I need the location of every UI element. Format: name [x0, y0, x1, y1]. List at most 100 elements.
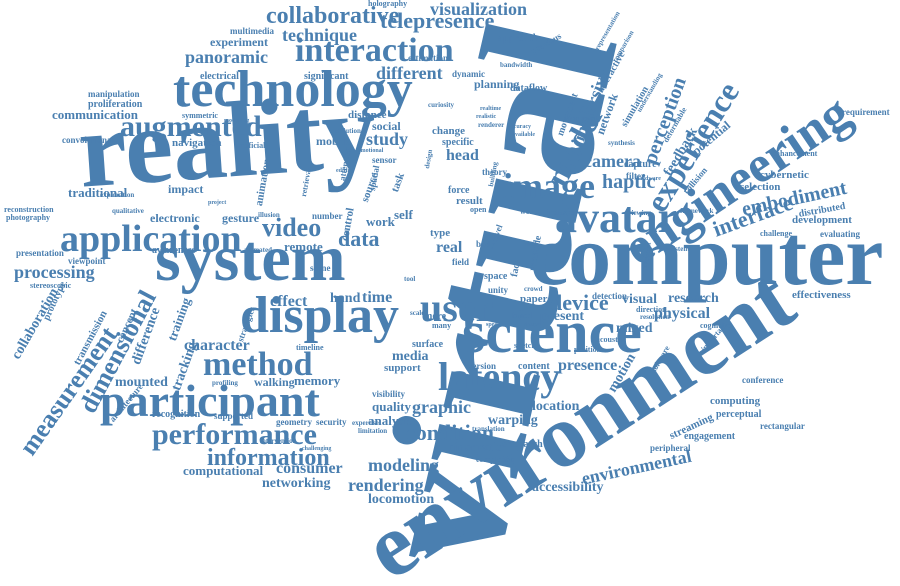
word-time: time: [362, 289, 393, 306]
word-experimental: experimental: [564, 116, 598, 122]
word-navigation: navigation: [172, 137, 222, 149]
word-locomotion: locomotion: [368, 492, 435, 507]
word-photography: photography: [6, 213, 51, 222]
word-presentation: presentation: [16, 248, 64, 258]
word-planning: planning: [474, 77, 520, 91]
word-filter: filter: [626, 171, 645, 181]
word-processing: processing: [14, 262, 95, 282]
word-artificial: artificial: [236, 141, 266, 150]
word-video: video: [262, 213, 322, 242]
word-visual: visual: [622, 292, 658, 307]
word-acoustic: acoustic: [596, 335, 624, 344]
word-conference: conference: [742, 375, 784, 385]
word-computer: computer: [530, 207, 884, 303]
word-result: result: [456, 195, 483, 207]
word-electronic: electronic: [150, 211, 200, 225]
word-supported: supported: [214, 411, 254, 421]
word-cognitive: cognitive: [700, 321, 731, 330]
word-surface: surface: [412, 339, 444, 350]
word-walking: walking: [254, 375, 295, 389]
word-curiosity: curiosity: [428, 101, 455, 109]
word-modelling: modelling: [224, 118, 250, 124]
word-enhancement: enhancement: [772, 149, 818, 158]
word-modeling: modeling: [368, 455, 440, 475]
word-detection: detection: [592, 291, 627, 301]
word-resolution: resolution: [640, 313, 670, 321]
word-engagement: engagement: [684, 431, 736, 442]
word-social: social: [372, 119, 401, 133]
word-position: position: [574, 345, 602, 354]
word-pollution: pollution: [334, 127, 361, 135]
word-theory: theory: [482, 167, 507, 177]
word-project: project: [208, 200, 227, 206]
word-consumer: consumer: [276, 460, 343, 477]
word-open: open: [470, 205, 487, 214]
word-analysis: analysis: [368, 413, 413, 428]
word-data: data: [338, 226, 380, 251]
word-distance: distance: [348, 109, 387, 121]
word-collaborative: collaborative: [266, 3, 400, 29]
word-computing: computing: [710, 395, 761, 407]
word-display: display: [240, 287, 399, 344]
word-application: application: [60, 218, 242, 260]
word-communication: communication: [52, 107, 138, 122]
word-field: field: [452, 257, 469, 267]
word-awareness: awareness: [152, 245, 196, 256]
word-animated: animated: [244, 246, 272, 254]
word-more: more: [424, 311, 447, 322]
word-proliferation: proliferation: [88, 99, 143, 110]
word-study: study: [366, 129, 409, 149]
word-device: device: [550, 290, 609, 315]
word-presence: presence: [558, 357, 618, 374]
word-exploration: exploration: [100, 191, 135, 199]
word-expertise: expertise: [352, 419, 379, 427]
word-dataflow: dataflow: [510, 83, 548, 94]
word-type: type: [430, 227, 451, 239]
word-visibility: visibility: [372, 389, 406, 399]
word-sketch: sketch: [514, 341, 536, 350]
word-limitation: limitation: [358, 427, 388, 435]
word-user: user: [420, 285, 494, 330]
word-challenge: challenge: [760, 229, 792, 238]
word-geometry: geometry: [276, 417, 312, 427]
word-accessibility: accessibility: [532, 480, 604, 495]
word-capture: capture: [624, 159, 657, 170]
word-avatar: avatar: [555, 193, 678, 242]
word-completion: completion: [476, 455, 514, 464]
word-physical: physical: [654, 305, 711, 322]
word-realistic: realistic: [476, 114, 497, 120]
word-profiling: profiling: [212, 379, 238, 387]
word-world: world: [520, 207, 540, 216]
word-estimation: estimation: [408, 53, 448, 63]
word-qualitative: qualitative: [112, 207, 144, 215]
word-direction: direction: [636, 305, 667, 314]
word-telepresence: telepresence: [380, 8, 495, 33]
word-experiment: experiment: [210, 35, 268, 49]
word-challenging: challenging: [302, 446, 332, 452]
word-force: force: [448, 185, 470, 196]
word-body: body: [476, 239, 496, 249]
word-method: method: [203, 346, 313, 383]
word-technique: technique: [282, 25, 358, 45]
word-scale: scale: [410, 309, 425, 317]
word-security: security: [316, 417, 347, 427]
word-work: work: [366, 214, 395, 229]
word-gesture: gesture: [222, 211, 260, 225]
word-shared: shared: [524, 322, 542, 328]
word-reconstruction: reconstruction: [4, 205, 54, 214]
word-version: version: [468, 361, 496, 371]
word-real: real: [436, 239, 463, 256]
word-memory: memory: [294, 373, 341, 388]
word-media: media: [392, 349, 429, 364]
word-hardware: hardware: [636, 176, 661, 182]
word-scene: scene: [310, 263, 331, 273]
word-eresearch: eresearch: [502, 439, 543, 450]
word-intervention: intervention: [260, 437, 297, 445]
word-number: number: [312, 211, 343, 221]
word-many: many: [432, 321, 452, 330]
word-perceptual: perceptual: [716, 409, 762, 420]
word-content: content: [518, 361, 550, 372]
word-based: based: [512, 311, 532, 320]
word-system: system: [155, 222, 346, 295]
word-information: information: [207, 445, 330, 471]
